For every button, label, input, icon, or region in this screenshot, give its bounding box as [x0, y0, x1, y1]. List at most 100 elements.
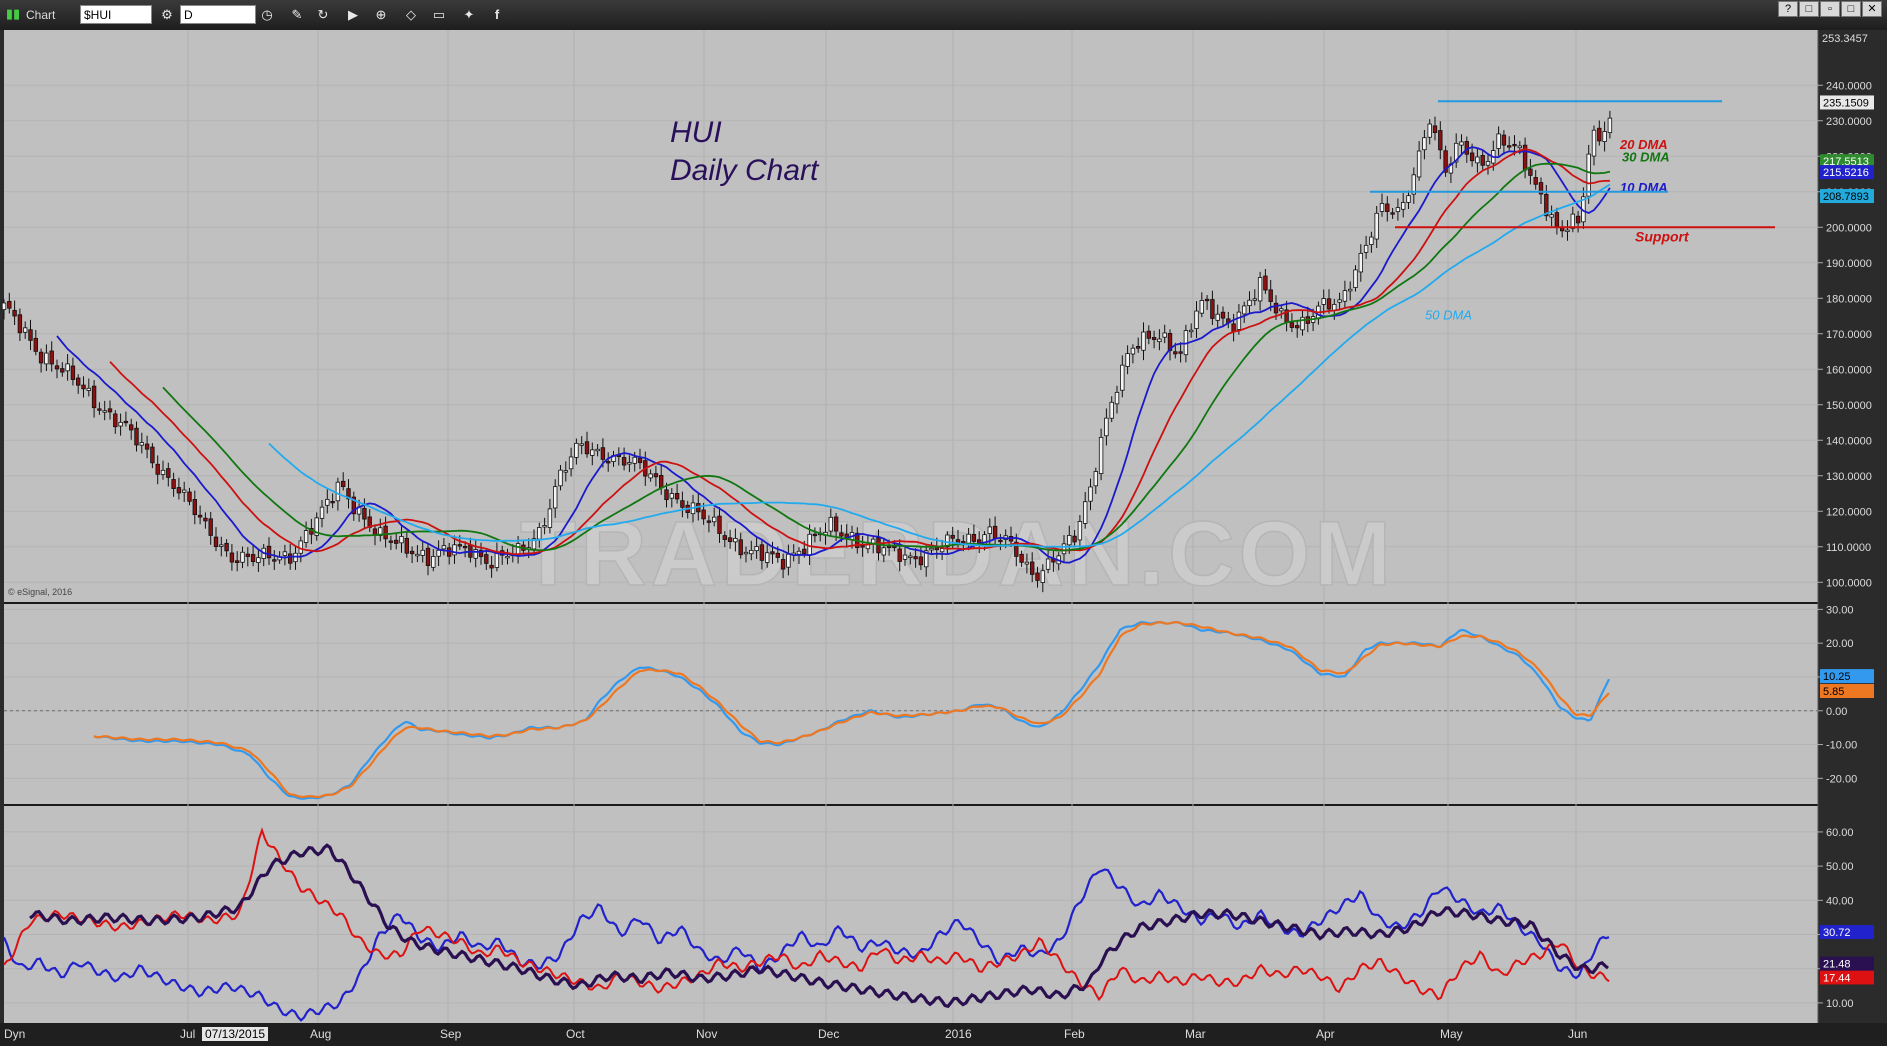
price-candle	[91, 380, 97, 418]
price-candle	[1120, 355, 1125, 398]
symbol-value: $HUI	[84, 8, 112, 22]
price-candle	[1395, 198, 1401, 221]
price-candle	[1496, 126, 1501, 156]
price-candle	[118, 413, 123, 436]
x-tick-label: Nov	[696, 1027, 718, 1041]
price-candle	[17, 308, 23, 341]
price-candle	[627, 455, 632, 473]
y-tick-label: 190.0000	[1826, 258, 1872, 270]
value-tag: 235.1509	[1820, 95, 1874, 110]
symbol-input[interactable]: $HUI	[80, 5, 152, 24]
y-tick-label: 100.0000	[1826, 577, 1872, 589]
dmi-line	[29, 843, 1609, 1009]
price-candle	[1416, 141, 1422, 181]
price-candle	[1549, 205, 1554, 227]
price-candle	[325, 489, 330, 514]
x-tick-label: 2016	[945, 1027, 972, 1041]
price-candle	[749, 540, 754, 561]
y-tick-label: 160.0000	[1826, 364, 1872, 376]
price-candle	[1427, 119, 1432, 145]
price-candle	[1459, 134, 1464, 154]
zoom-icon[interactable]: ⊕	[375, 7, 387, 22]
price-candle	[1533, 170, 1538, 190]
refresh-icon[interactable]: ↻	[317, 7, 329, 22]
facebook-icon[interactable]: f	[494, 7, 500, 22]
dyn-button[interactable]: Dyn	[4, 1027, 26, 1041]
price-candle	[913, 548, 918, 568]
x-tick-label: Jul	[180, 1027, 196, 1041]
value-tag: 17.44	[1820, 970, 1874, 985]
price-candle	[404, 530, 409, 558]
price-candle	[1501, 130, 1507, 155]
price-candle	[1189, 323, 1194, 338]
chart-toolbar: ▮▮ Chart $HUI ⚙ D ◷ ✎ ↻ ▶ ⊕ ◇ ▭ ✦ f ? □ …	[0, 0, 1887, 31]
price-candle	[245, 547, 250, 567]
price-candle	[924, 544, 929, 577]
price-candle	[1088, 478, 1093, 511]
price-candle	[1326, 289, 1332, 314]
price-candle	[33, 329, 38, 356]
chat-icon[interactable]: ▭	[432, 7, 446, 22]
price-candle	[780, 553, 786, 579]
price-candle	[234, 551, 240, 572]
app-label: Chart	[26, 8, 56, 22]
price-candle	[1019, 550, 1024, 567]
price-candle	[473, 539, 478, 568]
value-tag: 215.5216	[1820, 165, 1874, 180]
play-icon[interactable]: ▶	[348, 7, 358, 22]
restore-window-button[interactable]: □	[1799, 1, 1819, 17]
price-candle	[568, 447, 574, 477]
price-candle	[1406, 190, 1411, 210]
interval-select[interactable]: D	[180, 5, 256, 24]
help-window-button[interactable]: ?	[1778, 1, 1798, 17]
value-tag: 21.48	[1820, 956, 1874, 971]
price-candle	[1104, 408, 1109, 446]
minimize-window-button[interactable]: ▫	[1820, 1, 1840, 17]
price-candle	[431, 549, 436, 572]
price-candle	[219, 536, 224, 557]
dmi-line	[2, 868, 1610, 1022]
twitter-icon[interactable]: ✦	[463, 7, 475, 22]
price-candle	[1210, 290, 1215, 325]
price-candle	[1077, 514, 1083, 550]
price-candle	[1485, 153, 1491, 175]
price-candle	[1565, 220, 1570, 241]
price-candle	[733, 528, 738, 552]
watermark: TRADERDAN.COM	[520, 503, 1395, 605]
price-candle	[553, 479, 558, 518]
price-candle	[107, 400, 113, 420]
price-candle	[171, 472, 176, 497]
price-candle	[1141, 322, 1146, 361]
close-window-button[interactable]: ✕	[1862, 1, 1882, 17]
y-tick-label: -20.00	[1826, 773, 1857, 785]
y-tick-label: 200.0000	[1826, 222, 1872, 234]
tag-icon[interactable]: ◇	[406, 7, 416, 22]
svg-text:5.85: 5.85	[1823, 686, 1844, 698]
price-candle	[1279, 304, 1284, 319]
price-candle	[1236, 304, 1242, 335]
price-candle	[192, 490, 197, 525]
clock-icon[interactable]: ◷	[261, 7, 273, 22]
x-tick-label: Jun	[1568, 1027, 1588, 1041]
price-candle	[1363, 235, 1369, 259]
price-candle	[1348, 281, 1353, 301]
price-candle	[1411, 167, 1416, 204]
price-candle	[208, 511, 213, 545]
maximize-window-button[interactable]: □	[1841, 1, 1861, 17]
draw-icon[interactable]: ✎	[291, 7, 303, 22]
price-candle	[1475, 147, 1480, 173]
price-candle	[203, 512, 208, 529]
link-icon[interactable]: ⚙	[161, 7, 173, 22]
price-candle	[166, 462, 171, 487]
svg-text:17.44: 17.44	[1823, 972, 1851, 984]
oscillator-panel	[4, 604, 1818, 804]
price-candle	[1379, 193, 1385, 217]
price-candle	[160, 460, 166, 480]
price-candle	[929, 542, 934, 556]
y-tick-label: -10.00	[1826, 740, 1857, 752]
price-candle	[1586, 144, 1591, 204]
price-candle	[902, 546, 908, 566]
price-candle	[1109, 396, 1114, 423]
price-candle	[1252, 289, 1257, 306]
